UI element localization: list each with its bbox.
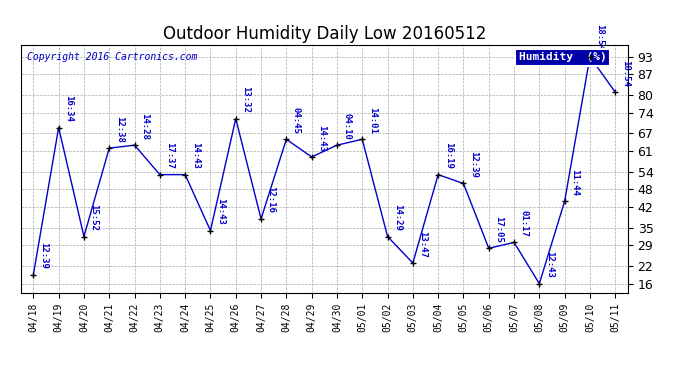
Text: 11:44: 11:44	[570, 169, 579, 196]
Text: Humidity  (%): Humidity (%)	[519, 53, 607, 63]
Text: 12:16: 12:16	[266, 186, 275, 213]
Text: 14:43: 14:43	[216, 198, 225, 225]
Text: 04:45: 04:45	[292, 107, 301, 134]
Text: 18:54: 18:54	[595, 24, 604, 51]
Title: Outdoor Humidity Daily Low 20160512: Outdoor Humidity Daily Low 20160512	[163, 26, 486, 44]
Text: 12:38: 12:38	[115, 116, 124, 142]
Text: 14:43: 14:43	[190, 142, 199, 169]
Text: 01:17: 01:17	[520, 210, 529, 237]
Text: 17:05: 17:05	[494, 216, 503, 243]
Text: 12:43: 12:43	[545, 251, 554, 278]
Text: 04:10: 04:10	[342, 113, 351, 140]
Text: 14:29: 14:29	[393, 204, 402, 231]
Text: 14:01: 14:01	[368, 107, 377, 134]
Text: 12:39: 12:39	[39, 242, 48, 269]
Text: 13:47: 13:47	[418, 231, 427, 258]
Text: 14:28: 14:28	[140, 113, 149, 140]
Text: 14:43: 14:43	[317, 124, 326, 152]
Text: 16:34: 16:34	[64, 95, 73, 122]
Text: 15:52: 15:52	[90, 204, 99, 231]
Text: 12:39: 12:39	[469, 151, 478, 178]
Text: 16:19: 16:19	[444, 142, 453, 169]
Text: 13:32: 13:32	[241, 86, 250, 113]
Text: Copyright 2016 Cartronics.com: Copyright 2016 Cartronics.com	[27, 53, 197, 62]
Text: 18:54: 18:54	[621, 60, 630, 87]
Text: 17:37: 17:37	[166, 142, 175, 169]
